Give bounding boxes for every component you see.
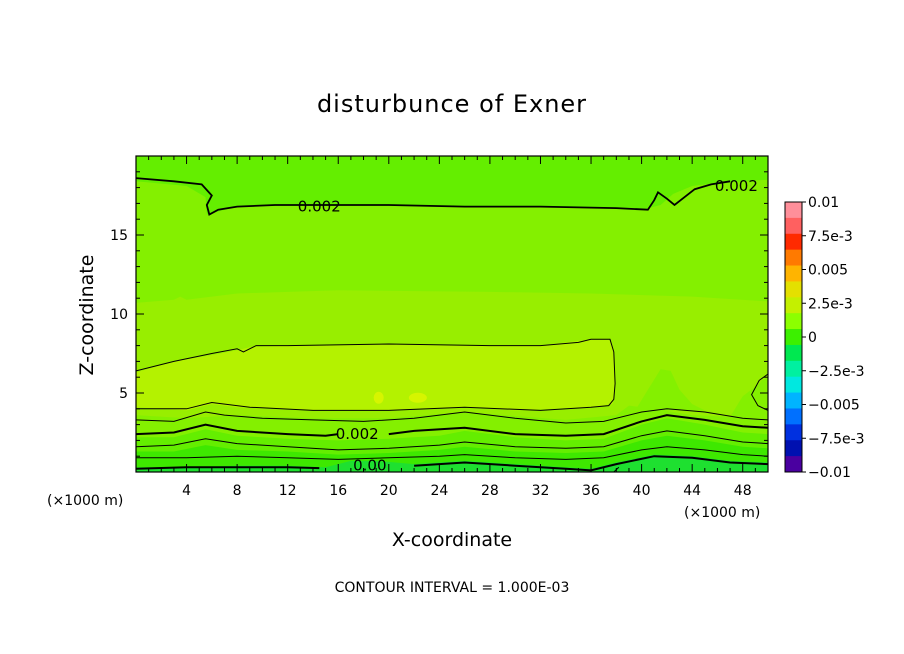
x-tick-labels: 4 8 12 16 20 24 28 32 36 40 44 48 [182,483,752,499]
colorbar-label: 0 [808,330,817,346]
y-tick-label: 5 [119,386,128,402]
colorbar-swatch [785,376,802,394]
colorbar-swatch [785,217,802,235]
contour-labels: 0.002 0.002 0.002 0.00 [298,177,758,475]
contour-label-1: 0.002 [298,198,341,216]
x-tick-label: 40 [633,483,651,499]
colorbar-swatch [785,440,802,457]
band-core [136,339,616,411]
colorbar-labels: 0.01 7.5e-3 0.005 2.5e-3 0 −2.5e-3 −0.005 −7.5e… [808,195,865,481]
contour-line-6 [136,430,768,451]
colorbar-swatch [785,392,802,409]
colorbar-label: −0.005 [808,398,860,414]
y-tick-labels: 5 10 15 [110,228,128,402]
contour-line-4 [136,423,339,437]
contour-line-7 [136,446,768,460]
colorbar-swatch [785,233,802,251]
contour-line-3 [136,408,768,424]
x-tick-label: 20 [380,483,398,499]
x-tick-label: 16 [329,483,347,499]
y-axis-label: Z-coordinate [76,255,98,376]
colorbar-swatch [785,313,802,330]
contour-label-4: 0.00 [353,457,386,475]
contour-label-3: 0.002 [336,425,379,443]
x-axis-label: X-coordinate [392,529,512,551]
contour-line-11 [751,373,768,411]
colorbar [784,201,806,473]
colorbar-label: 0.01 [808,195,839,211]
band-upper [136,156,768,215]
colorbar-label: 0.005 [808,263,848,279]
colorbar-swatch [785,202,802,219]
contour-lines [136,177,768,472]
y-tick-label: 15 [110,228,128,244]
contour-interval-note: CONTOUR INTERVAL = 1.000E-03 [335,580,570,596]
colorbar-label: −7.5e-3 [808,431,865,447]
contour-line-1 [136,177,731,216]
colorbar-swatch [785,249,802,267]
contour-line-2 [136,338,616,411]
band-low-3 [136,435,768,472]
colorbar-swatch [785,281,802,298]
x-tick-label: 32 [532,483,550,499]
colorbar-swatch [785,329,802,346]
colorbar-label: 2.5e-3 [808,296,853,312]
x-tick-label: 24 [430,483,448,499]
x-unit-label: (×1000 m) [684,505,760,521]
x-tick-label: 28 [481,483,499,499]
band-right-edge [752,377,768,412]
x-tick-label: 36 [582,483,600,499]
axis-ticks [136,156,768,472]
colorbar-label: 7.5e-3 [808,229,853,245]
colorbar-swatch [785,424,802,441]
x-tick-label: 4 [182,483,191,499]
colorbar-label: −0.01 [808,465,851,481]
colorbar-label: −2.5e-3 [808,364,865,380]
spot-max-1 [373,391,384,404]
chart-title: disturbunce of Exner [317,90,587,118]
colorbar-swatch [785,344,802,362]
colorbar-swatch [785,456,802,473]
y-unit-label: (×1000 m) [47,493,123,509]
contour-label-2: 0.002 [715,177,758,195]
x-tick-label: 48 [734,483,752,499]
x-tick-label: 8 [233,483,242,499]
spot-max-2 [408,392,427,403]
contour-fill [136,156,768,472]
x-tick-label: 44 [683,483,701,499]
x-tick-label: 12 [279,483,297,499]
colorbar-swatch [785,297,802,314]
band-hill [635,369,705,411]
colorbar-swatch [785,408,802,425]
colorbar-swatch [785,360,802,378]
colorbar-swatch [785,265,802,282]
y-tick-label: 10 [110,307,128,323]
contour-line-5 [388,414,768,437]
